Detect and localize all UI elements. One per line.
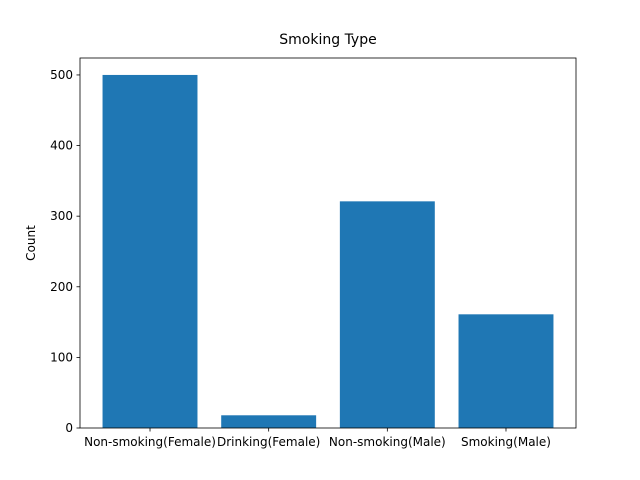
x-tick-label: Drinking(Female) <box>217 435 320 449</box>
y-tick-label: 500 <box>50 68 73 82</box>
bar <box>339 201 435 428</box>
y-tick-label: 200 <box>50 280 73 294</box>
chart-title: Smoking Type <box>279 32 376 48</box>
y-tick-label: 100 <box>50 350 73 364</box>
x-tick-label: Non-smoking(Male) <box>329 435 446 449</box>
bar <box>458 314 554 428</box>
x-tick-label: Non-smoking(Female) <box>84 435 216 449</box>
y-axis-label: Count <box>24 225 38 261</box>
y-tick-label: 400 <box>50 139 73 153</box>
bar <box>102 74 198 428</box>
plot-frame <box>79 57 577 429</box>
bar <box>221 415 317 428</box>
y-tick-label: 300 <box>50 209 73 223</box>
y-tick-label: 0 <box>65 421 73 435</box>
x-tick-label: Smoking(Male) <box>461 435 551 449</box>
